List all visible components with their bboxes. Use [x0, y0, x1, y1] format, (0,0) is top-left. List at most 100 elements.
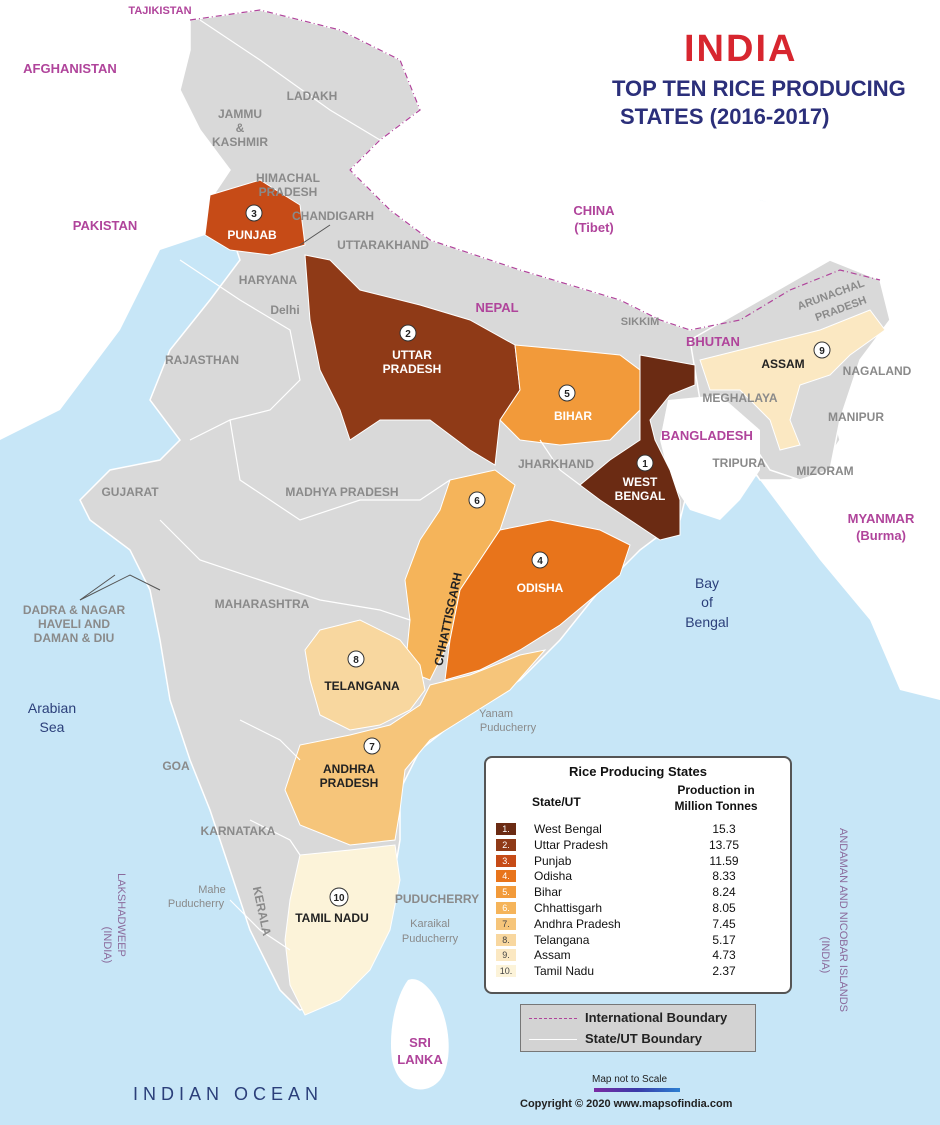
copyright: Copyright © 2020 www.mapsofindia.com [520, 1098, 733, 1110]
legend-production-value: 8.05 [712, 901, 736, 915]
assam-region [699, 309, 886, 451]
legend-row: 9. Assam 4.73 [494, 948, 784, 963]
label-bay-3: Bengal [685, 614, 729, 630]
label-nepal: NEPAL [475, 300, 518, 315]
label-lakshadweep: LAKSHADWEEP [115, 873, 127, 957]
legend-row: 10. Tamil Nadu 2.37 [494, 964, 784, 979]
telangana-region [304, 619, 426, 731]
odisha-region [444, 519, 631, 681]
rice-legend: Rice Producing States State/UT Productio… [484, 756, 792, 994]
legend-col-production-2: Million Tonnes [674, 799, 758, 813]
legend-swatch: 5. [496, 886, 516, 899]
page-subtitle-line1: TOP TEN RICE PRODUCING [612, 76, 906, 101]
label-himachal-2: PRADESH [259, 185, 318, 199]
label-yanam-1: Yanam [479, 708, 513, 720]
label-assam: ASSAM [761, 357, 804, 371]
legend-state-name: Uttar Pradesh [534, 837, 609, 852]
legend-row: 5. Bihar 8.24 [494, 885, 784, 900]
rank-number: 4 [537, 556, 543, 567]
label-dadra-1: DADRA & NAGAR [23, 603, 126, 617]
international-boundary-swatch [529, 1018, 577, 1019]
legend-row: 1. West Bengal 15.3 [494, 822, 784, 837]
label-bay-1: Bay [695, 575, 719, 591]
legend-production-value: 2.37 [712, 964, 736, 979]
label-punjab: PUNJAB [227, 228, 277, 242]
rank-number: 2 [405, 329, 411, 340]
label-indian-ocean: INDIAN OCEAN [133, 1084, 323, 1104]
label-wb-1: WEST [623, 475, 658, 489]
label-up-1: UTTAR [392, 348, 432, 362]
label-meghalaya: MEGHALAYA [702, 391, 777, 405]
label-wb-2: BENGAL [615, 489, 666, 503]
legend-state-name: Bihar [534, 885, 563, 900]
legend-col-production-1: Production in [677, 783, 755, 797]
label-dadra-3: DAMAN & DIU [34, 631, 115, 645]
legend-swatch: 3. [496, 854, 516, 867]
legend-state-name: Chhattisgarh [534, 901, 603, 915]
bangladesh-land [660, 395, 760, 520]
label-yanam-2: Puducherry [480, 722, 537, 734]
legend-swatch: 2. [496, 838, 516, 851]
west-bengal-region [579, 354, 696, 541]
label-maharashtra: MAHARASHTRA [215, 597, 310, 611]
label-jammu-3: KASHMIR [212, 135, 268, 149]
label-mahe-2: Puducherry [168, 898, 225, 910]
rank-marker-6 [468, 491, 486, 509]
label-haryana: HARYANA [239, 273, 298, 287]
rank-marker-8 [347, 650, 365, 668]
rank-markers [245, 204, 831, 907]
legend-production-value: 5.17 [712, 932, 736, 947]
label-china-sub: (Tibet) [574, 220, 613, 235]
rank-number: 8 [353, 655, 359, 666]
label-bangladesh: BANGLADESH [661, 428, 753, 443]
label-myanmar: MYANMAR [848, 511, 915, 526]
boundary-legend-international-label: International Boundary [585, 1010, 728, 1025]
legend-row: 4. Odisha 8.33 [494, 869, 784, 884]
label-ladakh: LADAKH [287, 89, 338, 103]
rank-number: 5 [564, 389, 570, 400]
boundary-legend: International Boundary State/UT Boundary [520, 1004, 756, 1052]
label-up-2: PRADESH [383, 362, 442, 376]
label-karaikal-2: Puducherry [402, 933, 459, 945]
label-mizoram: MIZORAM [796, 464, 853, 478]
label-arabian-sea-2: Sea [40, 719, 65, 735]
leader-lines [79, 224, 331, 601]
label-nagaland: NAGALAND [843, 364, 912, 378]
legend-production-value: 7.45 [712, 916, 736, 931]
legend-swatch: 7. [496, 917, 516, 930]
label-gujarat: GUJARAT [101, 485, 159, 499]
label-sri-lanka-2: LANKA [397, 1052, 443, 1067]
label-delhi: Delhi [270, 303, 299, 317]
rank-number: 1 [642, 459, 648, 470]
label-sikkim: SIKKIM [621, 316, 660, 328]
legend-swatch: 4. [496, 870, 516, 883]
label-manipur: MANIPUR [828, 410, 884, 424]
legend-swatch: 1. [496, 823, 516, 835]
label-andaman-sub: (INDIA) [819, 937, 831, 974]
label-telangana: TELANGANA [324, 679, 400, 693]
legend-swatch: 10. [496, 965, 516, 978]
page-title: INDIA [684, 28, 798, 70]
legend-row: 2. Uttar Pradesh 13.75 [494, 838, 784, 853]
legend-production-value: 13.75 [708, 837, 740, 852]
label-tamil-nadu: TAMIL NADU [295, 911, 369, 925]
rank-marker-7 [363, 737, 381, 755]
legend-row: 3. Punjab 11.59 [494, 854, 784, 869]
label-karnataka: KARNATAKA [201, 824, 276, 838]
label-chandigarh: CHANDIGARH [292, 209, 374, 223]
state-boundaries [159, 19, 581, 951]
label-bihar: BIHAR [554, 409, 592, 423]
legend-row: 7. Andhra Pradesh 7.45 [494, 917, 784, 932]
legend-state-name: Odisha [534, 869, 573, 884]
legend-row: 8. Telangana 5.17 [494, 933, 784, 948]
legend-state-name: West Bengal [534, 822, 602, 836]
legend-col-state: State/UT [532, 795, 581, 809]
country-labels: TAJIKISTAN AFGHANISTAN PAKISTAN CHINA (T… [23, 5, 915, 1067]
label-odisha: ODISHA [517, 581, 564, 595]
sri-lanka-land [390, 979, 449, 1090]
label-himachal-1: HIMACHAL [256, 171, 320, 185]
label-puducherry: PUDUCHERRY [395, 892, 479, 906]
label-china: CHINA [573, 203, 615, 218]
boundary-legend-international: International Boundary [521, 1008, 755, 1030]
legend-swatch: 6. [496, 902, 516, 914]
